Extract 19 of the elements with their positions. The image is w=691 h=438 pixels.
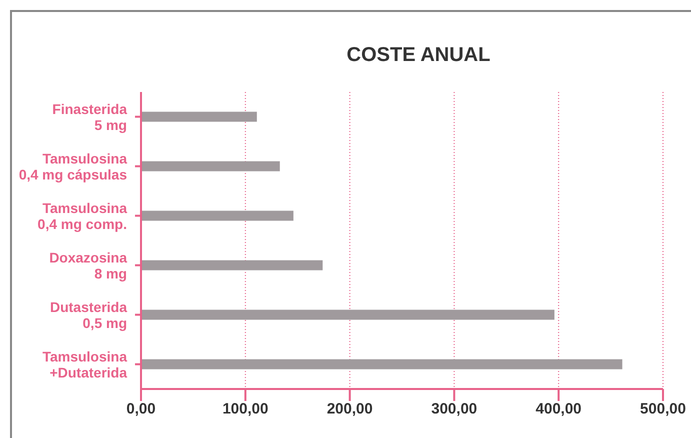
- x-tick-label: 100,00: [222, 400, 268, 418]
- bar: [141, 260, 323, 270]
- x-tick-label: 400,00: [536, 400, 582, 418]
- y-tick-label: Finasterida 5 mg: [52, 100, 128, 133]
- x-tick-label: 300,00: [431, 400, 478, 418]
- y-tick-label: Doxazosina 8 mg: [49, 249, 128, 282]
- chart-title: COSTE ANUAL: [346, 44, 492, 67]
- x-tick-label: 0,00: [126, 400, 156, 418]
- x-tick-label: 200,00: [326, 400, 373, 418]
- y-tick-label: Tamsulosina 0,4 mg cápsulas: [18, 150, 128, 182]
- bar: [141, 359, 622, 370]
- bar: [141, 310, 554, 320]
- bar: [141, 210, 294, 221]
- y-tick-label: Tamsulosina +Dutaterida: [42, 348, 128, 380]
- bar: [141, 112, 257, 122]
- x-tick-label: 500,00: [640, 400, 686, 418]
- y-tick-label: Dutasterida 0,5 mg: [50, 298, 128, 331]
- bar: [141, 161, 280, 172]
- y-tick-label: Tamsulosina 0,4 mg comp.: [38, 200, 128, 232]
